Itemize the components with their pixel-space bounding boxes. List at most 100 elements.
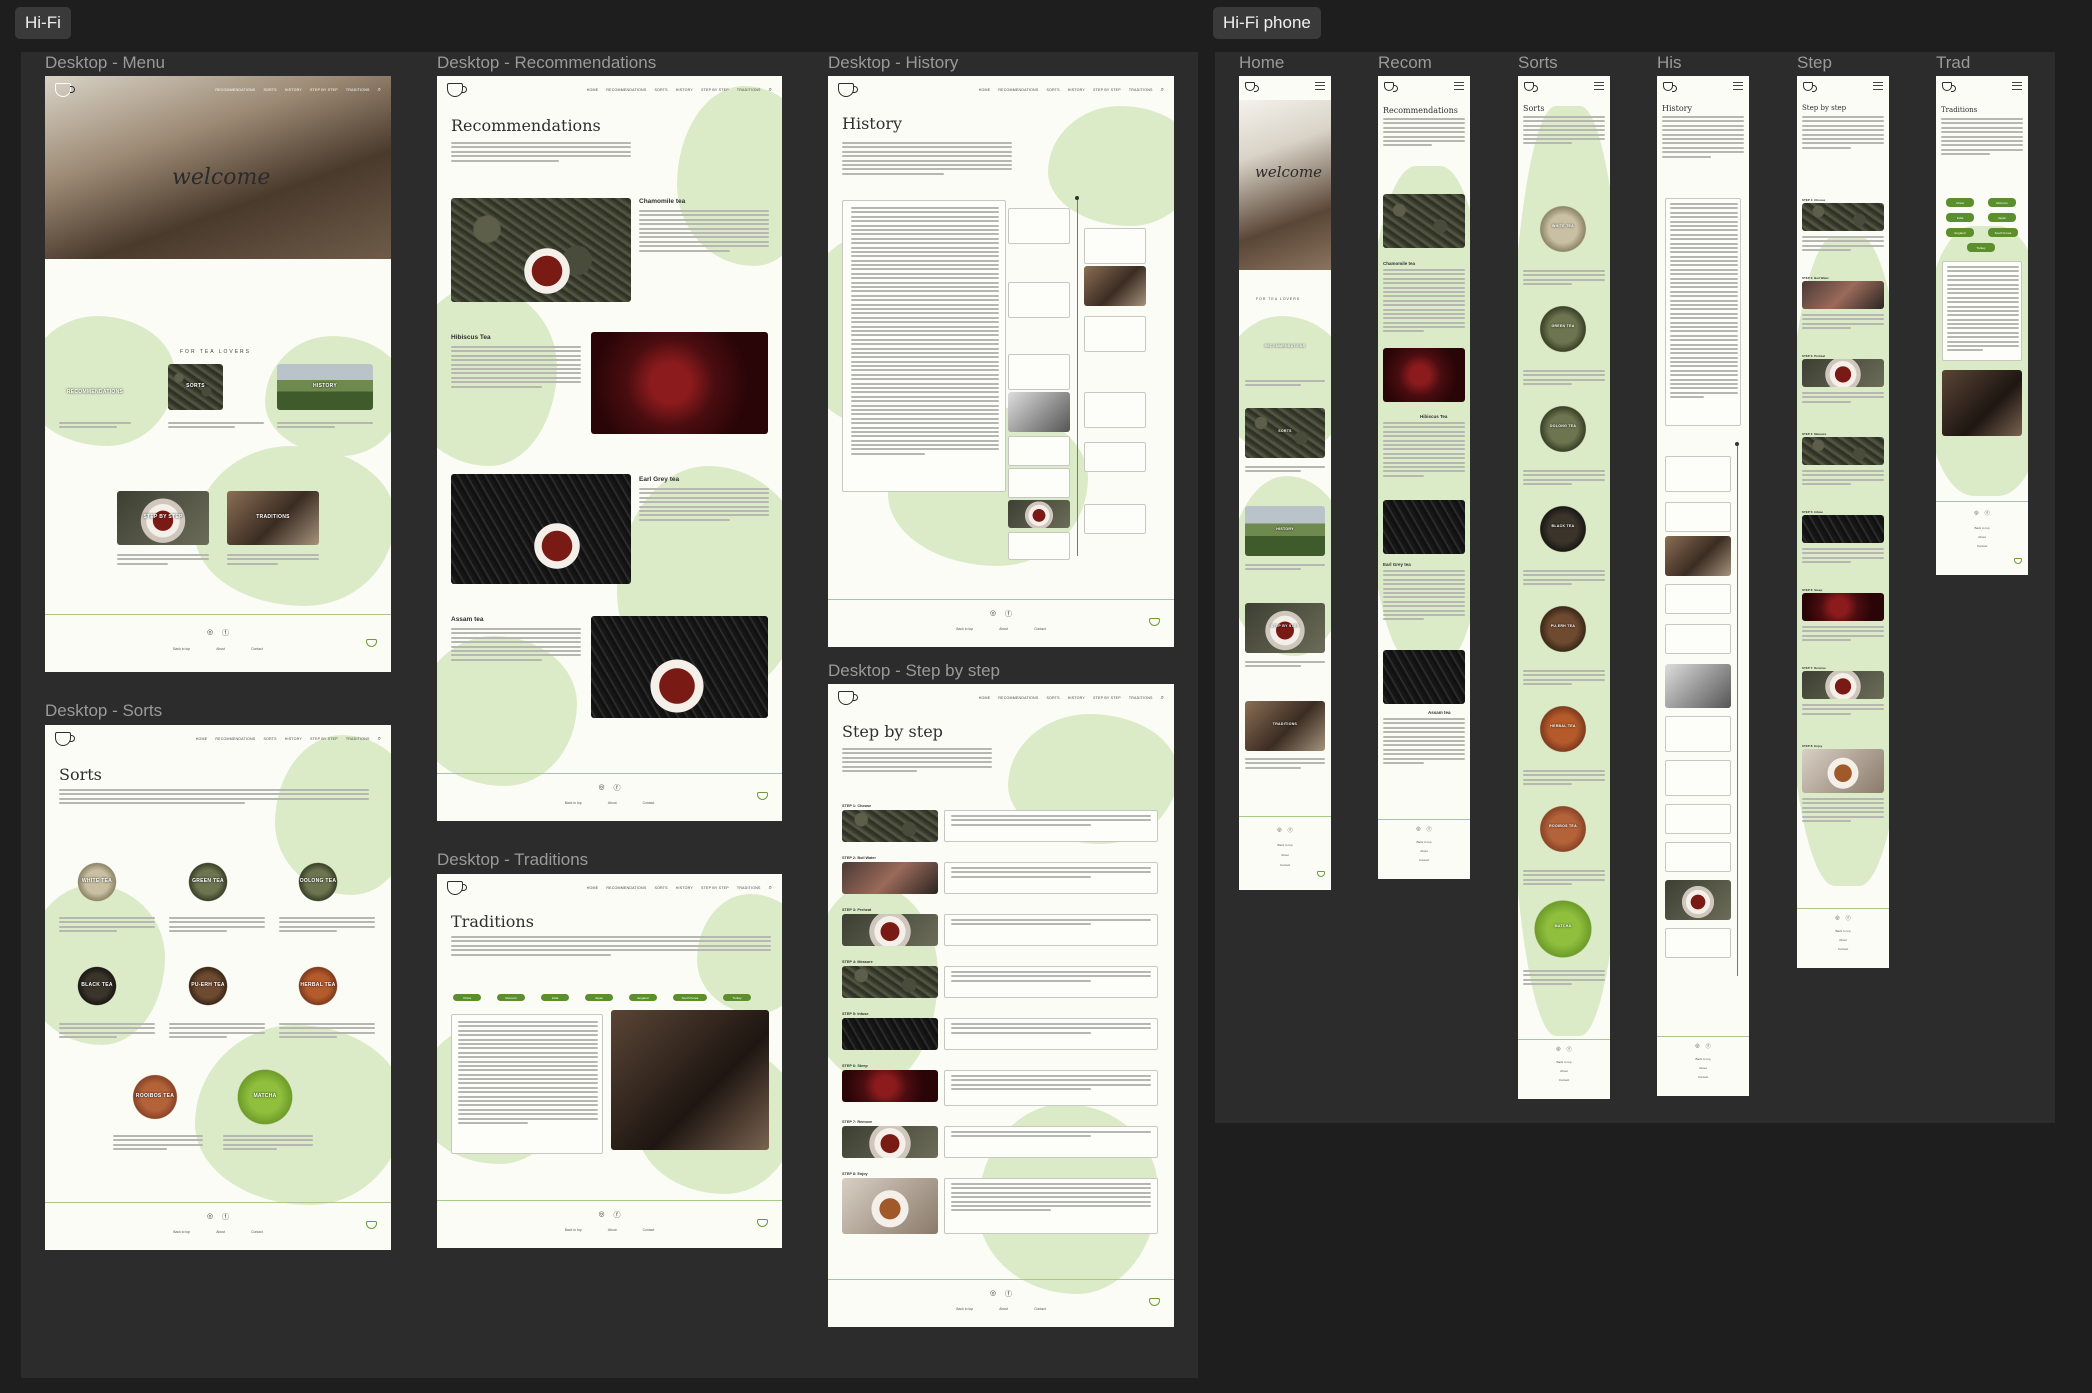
nav-link-sorts[interactable]: SORTS — [654, 88, 668, 92]
instagram-icon[interactable]: ◎ — [1416, 826, 1421, 832]
instagram-icon[interactable]: ◎ — [206, 629, 214, 636]
nav-link-traditions[interactable]: TRADITIONS — [736, 886, 761, 890]
sort-green-tea[interactable]: GREEN TEA — [178, 857, 238, 907]
footer-link-about[interactable]: About — [1699, 1066, 1707, 1070]
teacup-logo-icon[interactable] — [55, 732, 75, 746]
footer-link-top[interactable]: Back to top — [173, 1230, 191, 1234]
sort-matcha[interactable]: MATCHA — [1530, 896, 1596, 962]
instagram-icon[interactable]: ◎ — [598, 784, 605, 791]
nav-link-recommendations[interactable]: RECOMMENDATIONS — [606, 886, 647, 890]
frame-phone-sorts[interactable]: Sorts WHITE TEA GREEN TEA OOLONG TEA BLA… — [1518, 76, 1610, 1099]
sort-matcha[interactable]: MATCHA — [230, 1069, 300, 1125]
footer-link-about[interactable]: About — [1978, 535, 1986, 539]
footer-link-contact[interactable]: Contact — [1418, 858, 1430, 862]
facebook-icon[interactable]: ⓕ — [222, 1214, 230, 1221]
instagram-icon[interactable]: ◎ — [1835, 915, 1840, 921]
sort-rooibos-tea[interactable]: ROOIBOS TEA — [120, 1069, 190, 1125]
footer-link-about[interactable]: About — [1560, 1069, 1568, 1073]
footer-link-contact[interactable]: Contact — [1837, 947, 1849, 951]
footer-link-about[interactable]: About — [999, 627, 1009, 631]
teacup-logo-icon[interactable] — [838, 691, 858, 705]
facebook-icon[interactable]: ⓕ — [1287, 828, 1293, 834]
hamburger-menu-icon[interactable] — [1733, 82, 1743, 90]
footer-link-contact[interactable]: Contact — [251, 1230, 263, 1234]
footer-link-contact[interactable]: Contact — [1034, 627, 1046, 631]
sort-black-tea[interactable]: BLACK TEA — [1530, 496, 1596, 562]
country-pill-india[interactable]: India — [541, 994, 569, 1001]
footer-link-about[interactable]: About — [216, 1230, 226, 1234]
nav-link-history[interactable]: HISTORY — [1067, 696, 1086, 700]
frame-desktop-step-by-step[interactable]: HOME RECOMMENDATIONS SORTS HISTORY STEP … — [828, 684, 1174, 1327]
nav-link-history[interactable]: HISTORY — [1067, 88, 1086, 92]
search-icon[interactable]: ⌕ — [768, 86, 772, 93]
nav-link-recommendations[interactable]: RECOMMENDATIONS — [606, 88, 647, 92]
footer-link-about[interactable]: About — [1839, 938, 1847, 942]
tile-history[interactable]: HISTORY — [277, 364, 373, 410]
facebook-icon[interactable]: ⓕ — [1845, 916, 1851, 922]
nav-link-sorts[interactable]: SORTS — [654, 886, 668, 890]
nav-link-step[interactable]: STEP BY STEP — [701, 88, 729, 92]
country-pill-south-korea[interactable]: South Korea — [673, 994, 707, 1001]
teacup-logo-icon[interactable] — [1384, 81, 1398, 92]
frame-phone-his[interactable]: History ◎ ⓕ Back to top About Contact — [1657, 76, 1749, 1096]
facebook-icon[interactable]: ⓕ — [1984, 511, 1990, 517]
tile-traditions[interactable]: TRADITIONS — [1245, 701, 1325, 751]
sort-herbal-tea[interactable]: HERBAL TEA — [288, 961, 348, 1011]
search-icon[interactable]: ⌕ — [1160, 86, 1164, 93]
frame-desktop-menu[interactable]: RECOMMENDATIONS SORTS HISTORY STEP BY ST… — [45, 76, 391, 672]
footer-link-contact[interactable]: Contact — [642, 801, 655, 805]
search-icon[interactable]: ⌕ — [377, 86, 381, 93]
facebook-icon[interactable]: ⓕ — [1005, 1291, 1013, 1298]
country-pill-japan[interactable]: Japan — [585, 994, 613, 1001]
nav-link-traditions[interactable]: TRADITIONS — [736, 88, 761, 92]
footer-link-top[interactable]: Back to top — [564, 801, 582, 805]
footer-link-about[interactable]: About — [216, 647, 226, 651]
footer-link-top[interactable]: Back to top — [956, 1307, 974, 1311]
facebook-icon[interactable]: ⓕ — [1005, 611, 1013, 618]
country-pill-england[interactable]: England — [1946, 228, 1974, 237]
frame-label-traditions[interactable]: Desktop - Traditions — [437, 850, 589, 869]
teacup-logo-icon[interactable] — [1663, 81, 1677, 92]
instagram-icon[interactable]: ◎ — [598, 1211, 605, 1218]
country-pill-china[interactable]: China — [1946, 198, 1974, 207]
tile-traditions[interactable]: TRADITIONS — [227, 491, 319, 545]
teacup-logo-icon[interactable] — [1942, 81, 1956, 92]
teacup-logo-icon[interactable] — [1524, 81, 1538, 92]
frame-label-phone-sorts[interactable]: Sorts — [1518, 53, 1558, 72]
nav-link-recommendations[interactable]: RECOMMENDATIONS — [998, 88, 1039, 92]
instagram-icon[interactable]: ◎ — [989, 1290, 997, 1297]
instagram-icon[interactable]: ◎ — [1277, 827, 1282, 833]
footer-link-top[interactable]: Back to top — [1556, 1060, 1572, 1064]
nav-link-home[interactable]: HOME — [586, 88, 599, 92]
frame-label-phone-his[interactable]: His — [1657, 53, 1682, 72]
tile-sorts[interactable]: SORTS — [168, 364, 223, 410]
frame-label-sorts[interactable]: Desktop - Sorts — [45, 701, 163, 720]
footer-link-top[interactable]: Back to top — [1416, 840, 1432, 844]
frame-label-history[interactable]: Desktop - History — [828, 53, 959, 72]
teacup-logo-icon[interactable] — [447, 881, 467, 895]
hamburger-menu-icon[interactable] — [1315, 82, 1325, 90]
teacup-logo-icon[interactable] — [447, 83, 467, 97]
facebook-icon[interactable]: ⓕ — [613, 1212, 621, 1219]
frame-desktop-history[interactable]: HOME RECOMMENDATIONS SORTS HISTORY STEP … — [828, 76, 1174, 647]
footer-link-top[interactable]: Back to top — [1835, 929, 1851, 933]
search-icon[interactable]: ⌕ — [377, 735, 381, 742]
footer-link-about[interactable]: About — [607, 801, 617, 805]
instagram-icon[interactable]: ◎ — [1695, 1043, 1700, 1049]
country-pill-turkey[interactable]: Turkey — [1967, 243, 1995, 252]
nav-link-traditions[interactable]: TRADITIONS — [1128, 88, 1153, 92]
nav-link-sorts[interactable]: SORTS — [263, 737, 277, 741]
facebook-icon[interactable]: ⓕ — [613, 785, 621, 792]
frame-label-phone-trad[interactable]: Trad — [1936, 53, 1971, 72]
country-pill-south-korea[interactable]: South Korea — [1988, 228, 2018, 237]
sort-white-tea[interactable]: WHITE TEA — [67, 857, 127, 907]
nav-link-home[interactable]: HOME — [195, 737, 208, 741]
nav-link-traditions[interactable]: TRADITIONS — [1128, 696, 1153, 700]
instagram-icon[interactable]: ◎ — [206, 1213, 214, 1220]
footer-link-top[interactable]: Back to top — [956, 627, 974, 631]
footer-link-about[interactable]: About — [607, 1228, 617, 1232]
nav-link-step[interactable]: STEP BY STEP — [310, 88, 338, 92]
instagram-icon[interactable]: ◎ — [989, 610, 997, 617]
country-pill-india[interactable]: India — [1946, 213, 1974, 222]
footer-link-top[interactable]: Back to top — [173, 647, 191, 651]
